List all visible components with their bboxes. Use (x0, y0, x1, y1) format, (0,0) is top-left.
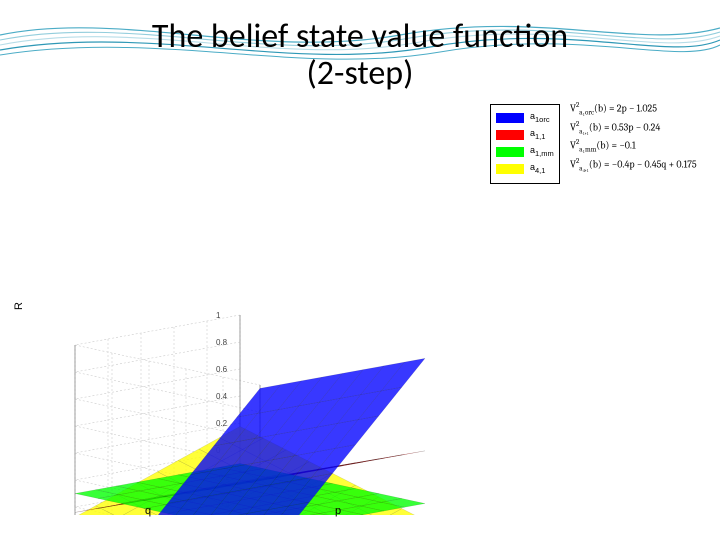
title-line-1: The belief state value function (152, 16, 568, 57)
slide: The belief state value function (2-step)… (0, 0, 720, 540)
legend-item: a1,mm (496, 143, 554, 160)
title-line-2: (2-step) (307, 53, 414, 94)
equation: V2a₄,₁(b) = −0.4p − 0.45q + 0.175 (570, 156, 715, 175)
legend-swatch (496, 147, 524, 157)
z-tick: 1 (216, 311, 221, 320)
y-axis-label: q (145, 505, 151, 517)
legend-label: a1,mm (530, 145, 554, 158)
legend-item: a1,1 (496, 126, 554, 143)
equation: V2a₁,₁(b) = 0.53p − 0.24 (570, 119, 715, 138)
legend: a1orc a1,1 a1,mm a4,1 (490, 104, 560, 184)
x-axis-label: p (335, 505, 341, 517)
legend-label: a4,1 (530, 162, 545, 175)
legend-swatch (496, 113, 524, 123)
legend-item: a1orc (496, 109, 554, 126)
legend-item: a4,1 (496, 160, 554, 177)
z-tick: 0.6 (216, 365, 228, 374)
equation: V2a₁orc(b) = 2p − 1.025 (570, 100, 715, 119)
legend-swatch (496, 130, 524, 140)
equation: V2a₁mm(b) = −0.1 (570, 137, 715, 156)
z-tick: 0.2 (216, 419, 228, 428)
legend-label: a1,1 (530, 128, 545, 141)
legend-label: a1orc (530, 111, 550, 124)
surface-chart: -1-0.8-0.6-0.4-0.200.20.40.60.8100.20.40… (25, 110, 485, 515)
slide-title: The belief state value function (2-step) (0, 18, 720, 93)
legend-swatch (496, 164, 524, 174)
z-tick: 0.4 (216, 392, 228, 401)
z-tick: 0.8 (216, 338, 228, 347)
chart-svg: -1-0.8-0.6-0.4-0.200.20.40.60.8100.20.40… (25, 110, 485, 515)
equations: V2a₁orc(b) = 2p − 1.025V2a₁,₁(b) = 0.53p… (570, 100, 715, 174)
z-axis-label: R (13, 302, 25, 310)
